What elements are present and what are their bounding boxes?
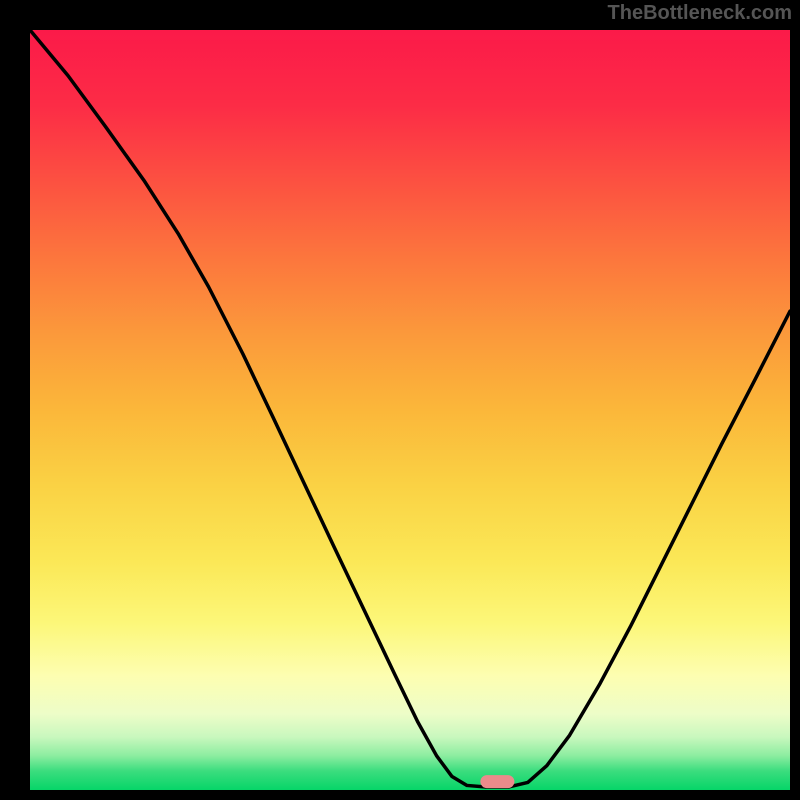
watermark-text: TheBottleneck.com — [608, 2, 792, 25]
optimal-marker — [480, 775, 514, 788]
chart-svg — [30, 30, 790, 790]
gradient-background — [30, 30, 790, 790]
bottleneck-chart — [30, 30, 790, 790]
